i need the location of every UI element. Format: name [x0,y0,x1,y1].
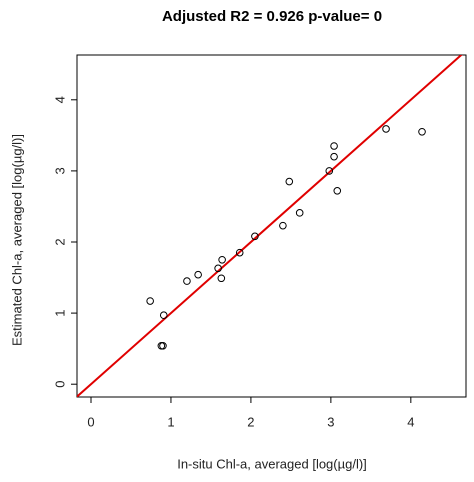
point [146,297,154,305]
chart-title: Adjusted R2 = 0.926 p-value= 0 [162,8,382,25]
x-tick-label: 2 [247,414,254,429]
point [333,187,342,195]
point [285,177,294,186]
point [183,277,191,285]
x-tick-label: 1 [167,414,174,429]
point [330,152,338,161]
x-tick-label: 4 [407,414,414,429]
point [330,142,338,150]
x-tick-label: 0 [87,414,94,429]
point [214,264,222,273]
point [279,221,287,230]
point [159,342,167,350]
y-tick-label: 4 [52,96,67,103]
point [418,127,426,136]
y-axis-label: Estimated Chl-a, averaged [log(µg/l)] [9,134,24,346]
point [194,270,202,279]
plot-frame [76,54,467,398]
point [251,232,259,241]
point [325,167,334,175]
point [218,255,226,264]
point [235,248,244,257]
x-axis-label: In-situ Chl-a, averaged [log(µg/l)] [177,456,367,471]
y-tick-label: 0 [52,381,67,388]
point [217,274,226,283]
point [382,125,390,133]
y-tick-label: 1 [52,309,67,316]
y-tick-label: 3 [52,167,67,174]
identity-line [77,55,463,397]
point [295,209,304,217]
x-tick-label: 3 [327,414,334,429]
point [159,311,168,320]
y-tick-label: 2 [52,238,67,245]
